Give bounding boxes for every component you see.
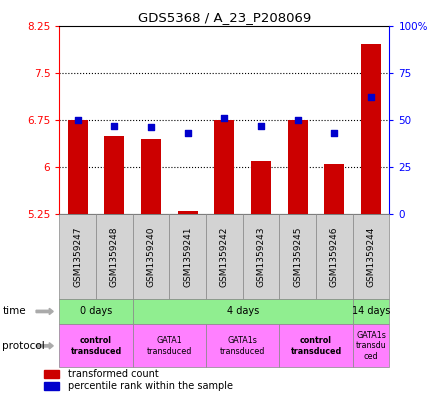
Text: GATA1s
transduced: GATA1s transduced xyxy=(220,336,265,356)
Text: transformed count: transformed count xyxy=(68,369,159,379)
Text: control
transduced: control transduced xyxy=(290,336,342,356)
Bar xyxy=(243,214,279,299)
Bar xyxy=(59,299,133,324)
Bar xyxy=(178,211,198,214)
Text: 4 days: 4 days xyxy=(227,307,259,316)
Text: 14 days: 14 days xyxy=(352,307,390,316)
Text: protocol: protocol xyxy=(2,341,45,351)
Bar xyxy=(353,214,389,299)
Point xyxy=(221,115,228,121)
Bar xyxy=(68,120,88,214)
Text: GSM1359243: GSM1359243 xyxy=(257,226,266,286)
Text: GSM1359247: GSM1359247 xyxy=(73,226,82,286)
Point xyxy=(367,94,374,100)
Bar xyxy=(206,214,243,299)
Bar xyxy=(44,382,59,391)
Text: GSM1359242: GSM1359242 xyxy=(220,226,229,286)
Title: GDS5368 / A_23_P208069: GDS5368 / A_23_P208069 xyxy=(138,11,311,24)
Text: GATA1s
transdu
ced: GATA1s transdu ced xyxy=(356,331,386,361)
Bar xyxy=(353,324,389,367)
Bar xyxy=(288,120,308,214)
Point xyxy=(294,117,301,123)
Bar xyxy=(133,214,169,299)
Bar xyxy=(316,214,353,299)
Bar xyxy=(59,214,96,299)
Point xyxy=(184,130,191,136)
Text: percentile rank within the sample: percentile rank within the sample xyxy=(68,381,233,391)
Text: GSM1359241: GSM1359241 xyxy=(183,226,192,286)
Text: 0 days: 0 days xyxy=(80,307,112,316)
Bar xyxy=(59,324,133,367)
Point xyxy=(331,130,338,136)
Text: GSM1359248: GSM1359248 xyxy=(110,226,119,286)
Bar xyxy=(44,370,59,378)
Bar xyxy=(251,161,271,214)
Bar xyxy=(141,139,161,214)
Point xyxy=(74,117,81,123)
Text: GATA1
transduced: GATA1 transduced xyxy=(147,336,192,356)
Point xyxy=(147,124,154,130)
Bar xyxy=(133,324,206,367)
Point xyxy=(111,122,118,129)
Point xyxy=(257,122,264,129)
Text: GSM1359246: GSM1359246 xyxy=(330,226,339,286)
Text: time: time xyxy=(2,307,26,316)
Bar xyxy=(324,164,345,214)
Text: control
transduced: control transduced xyxy=(70,336,122,356)
Bar xyxy=(353,299,389,324)
Text: GSM1359244: GSM1359244 xyxy=(367,226,376,286)
Bar xyxy=(206,324,279,367)
Bar xyxy=(279,324,353,367)
Bar xyxy=(104,136,125,214)
Bar xyxy=(96,214,133,299)
Bar xyxy=(169,214,206,299)
Bar xyxy=(279,214,316,299)
Text: GSM1359245: GSM1359245 xyxy=(293,226,302,286)
Bar xyxy=(361,44,381,214)
Bar xyxy=(214,120,235,214)
Bar xyxy=(133,299,353,324)
Text: GSM1359240: GSM1359240 xyxy=(147,226,156,286)
